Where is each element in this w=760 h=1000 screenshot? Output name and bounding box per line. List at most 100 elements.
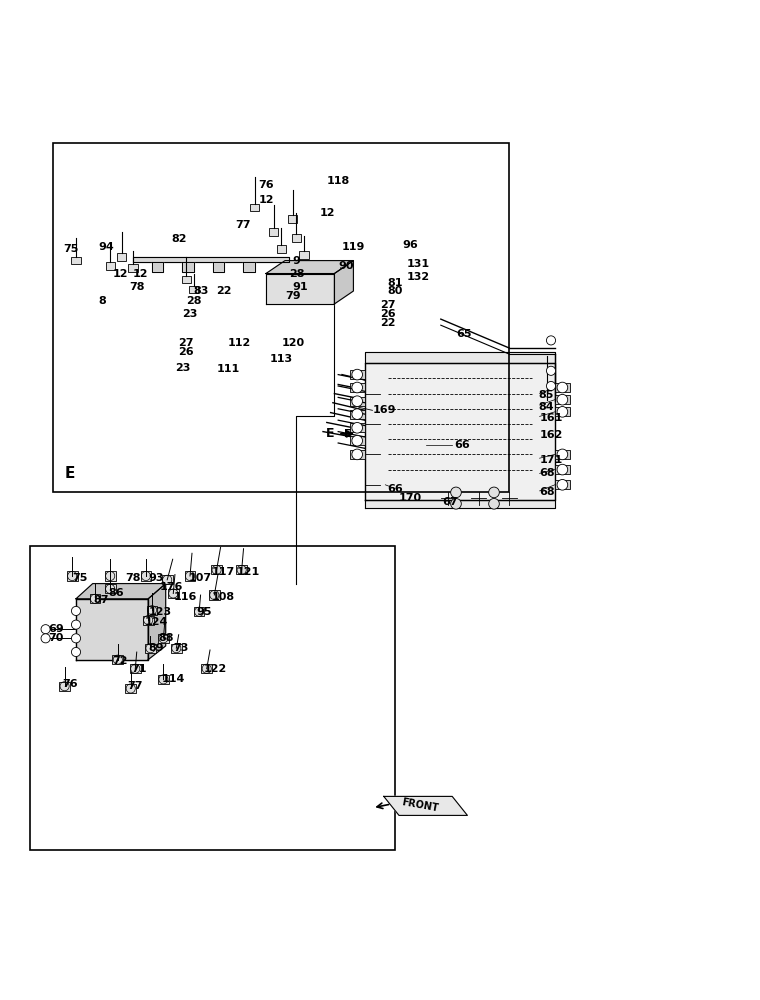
Text: 176: 176: [160, 582, 183, 592]
Text: 86: 86: [109, 588, 125, 598]
Polygon shape: [365, 500, 555, 508]
Text: 27: 27: [179, 338, 194, 348]
Bar: [105, 584, 116, 593]
Text: 114: 114: [162, 674, 185, 684]
Text: 169: 169: [372, 405, 396, 415]
Bar: [158, 675, 169, 684]
Text: 107: 107: [188, 573, 211, 583]
Bar: [162, 575, 173, 584]
Text: 117: 117: [211, 567, 235, 577]
Text: 68: 68: [540, 468, 556, 478]
Bar: [143, 616, 154, 625]
Bar: [59, 682, 70, 691]
Circle shape: [557, 479, 568, 490]
Circle shape: [557, 394, 568, 405]
Circle shape: [557, 382, 568, 393]
Circle shape: [352, 449, 363, 460]
Text: 75: 75: [72, 573, 87, 583]
Bar: [67, 571, 78, 581]
Bar: [209, 590, 220, 600]
Bar: [350, 410, 365, 419]
Circle shape: [71, 606, 81, 616]
Bar: [288, 215, 297, 223]
Text: 85: 85: [538, 390, 553, 400]
Bar: [350, 450, 365, 459]
Text: 118: 118: [327, 176, 350, 186]
Text: 95: 95: [196, 607, 211, 617]
Circle shape: [489, 498, 499, 509]
Text: 28: 28: [289, 269, 304, 279]
Circle shape: [557, 449, 568, 460]
Bar: [147, 606, 157, 615]
Polygon shape: [384, 796, 467, 815]
Bar: [201, 664, 212, 673]
Circle shape: [352, 396, 363, 407]
Text: 78: 78: [129, 282, 144, 292]
Polygon shape: [76, 599, 148, 660]
Text: 108: 108: [211, 592, 234, 602]
Text: 83: 83: [194, 286, 209, 296]
Text: 8: 8: [99, 296, 106, 306]
Bar: [292, 234, 301, 242]
Polygon shape: [266, 274, 334, 304]
Text: 66: 66: [454, 440, 470, 450]
Text: E: E: [326, 427, 334, 440]
Bar: [106, 262, 115, 270]
Text: 12: 12: [258, 195, 274, 205]
Text: 65: 65: [456, 329, 471, 339]
Polygon shape: [133, 257, 289, 262]
Bar: [350, 436, 365, 445]
Text: 80: 80: [388, 286, 403, 296]
Bar: [211, 565, 222, 574]
Bar: [125, 684, 136, 693]
Text: 23: 23: [182, 309, 198, 319]
Polygon shape: [365, 363, 555, 500]
Text: 12: 12: [112, 269, 128, 279]
Text: 171: 171: [540, 455, 563, 465]
Circle shape: [352, 409, 363, 419]
Circle shape: [352, 382, 363, 393]
Bar: [350, 397, 365, 406]
Bar: [112, 655, 123, 664]
Circle shape: [557, 407, 568, 417]
Circle shape: [71, 620, 81, 629]
Circle shape: [352, 369, 363, 380]
Text: 70: 70: [48, 633, 63, 643]
Text: 26: 26: [179, 347, 195, 357]
Text: 77: 77: [128, 681, 143, 691]
Text: 116: 116: [173, 592, 197, 602]
Circle shape: [352, 422, 363, 433]
Text: 94: 94: [99, 242, 115, 252]
Text: 88: 88: [158, 633, 173, 643]
Polygon shape: [148, 584, 166, 660]
Circle shape: [352, 435, 363, 446]
Bar: [182, 276, 191, 283]
Text: 82: 82: [171, 234, 186, 244]
Text: 28: 28: [186, 296, 201, 306]
Text: 84: 84: [538, 402, 554, 412]
Text: 113: 113: [270, 354, 293, 364]
Text: 170: 170: [398, 493, 421, 503]
Bar: [30, 546, 395, 850]
Bar: [555, 465, 570, 474]
Circle shape: [451, 487, 461, 498]
Bar: [350, 423, 365, 432]
Text: 131: 131: [407, 259, 429, 269]
Bar: [299, 251, 309, 259]
Bar: [194, 607, 204, 616]
Polygon shape: [213, 262, 224, 272]
Text: 78: 78: [125, 573, 141, 583]
Text: 112: 112: [228, 338, 252, 348]
Text: FRONT: FRONT: [401, 797, 439, 814]
Bar: [555, 480, 570, 489]
Text: 26: 26: [380, 309, 396, 319]
Bar: [555, 383, 570, 392]
Text: 121: 121: [237, 567, 261, 577]
Bar: [555, 395, 570, 404]
Circle shape: [557, 464, 568, 475]
Text: 87: 87: [93, 595, 109, 605]
Bar: [185, 571, 195, 581]
Text: 23: 23: [175, 363, 190, 373]
Text: E: E: [65, 466, 75, 481]
Polygon shape: [365, 352, 555, 363]
